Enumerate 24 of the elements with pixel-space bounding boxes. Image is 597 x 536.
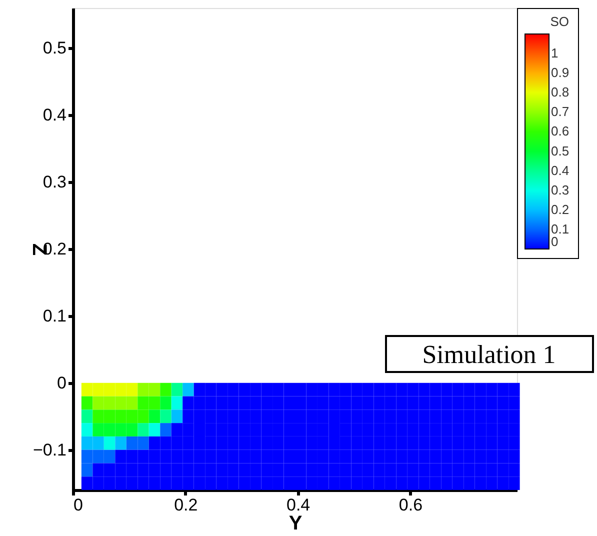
x-axis-title: Y (288, 512, 303, 534)
color-bar-title: SO (550, 14, 569, 29)
x-tick-label: 0.6 (398, 496, 423, 514)
annotation: Simulation 1 (422, 340, 556, 369)
y-tick-label: 0.5 (42, 38, 66, 58)
y-tick-label: 0.3 (42, 172, 66, 192)
color-bar-label: 0.3 (551, 182, 570, 198)
y-tick-label: 0.1 (42, 306, 66, 326)
y-tick-label: −0.1 (32, 440, 66, 460)
color-bar-label: 0.8 (551, 84, 570, 100)
color-bar-label: 0.1 (551, 221, 570, 236)
color-bar-label: 0.6 (551, 124, 570, 139)
x-tick-label: 0.2 (174, 496, 198, 514)
color-bar-label: 0.2 (551, 202, 570, 217)
color-bar-label: 0 (551, 234, 558, 249)
color-bar-label: 1 (551, 46, 558, 61)
x-tick-label: 0 (74, 496, 83, 514)
color-bar-label: 0.4 (551, 162, 570, 178)
color-bar-label: 0.9 (551, 65, 570, 80)
y-tick-label: 0.4 (42, 106, 66, 125)
color-bar-label: 0.7 (551, 104, 570, 120)
x-tick-label: 0.4 (286, 496, 310, 514)
color-bar-label: 0.5 (551, 143, 570, 158)
y-tick-label: 0 (57, 373, 66, 392)
